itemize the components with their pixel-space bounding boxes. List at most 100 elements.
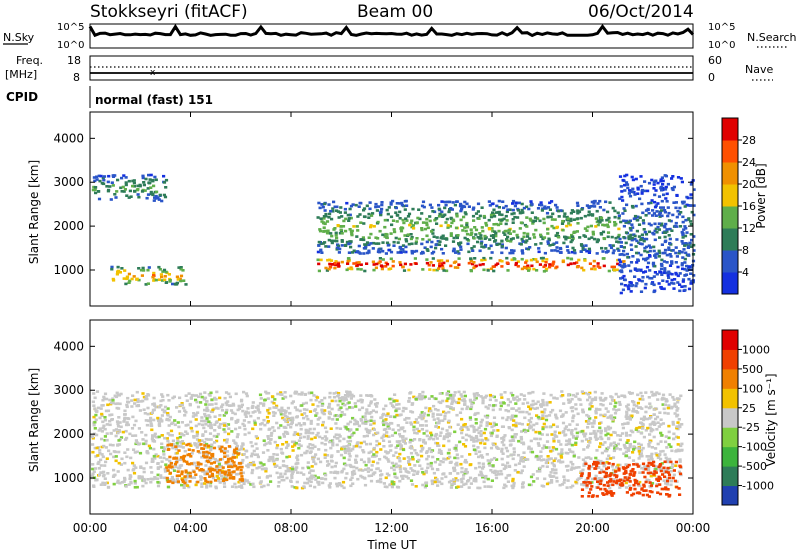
heatmap-cell [589,401,593,405]
heatmap-cell [488,464,492,467]
heatmap-cell [202,470,206,473]
heatmap-cell [554,471,558,475]
heatmap-cell [140,476,144,480]
heatmap-cell [142,395,146,399]
heatmap-cell [423,395,427,399]
heatmap-cell [441,472,445,476]
heatmap-cell [629,229,633,232]
heatmap-cell [194,414,198,417]
heatmap-cell [526,235,530,238]
heatmap-cell [246,411,250,415]
heatmap-cell [321,242,325,245]
heatmap-cell [420,227,424,230]
heatmap-cell [327,238,331,242]
heatmap-cell [420,212,424,215]
heatmap-cell [245,456,249,459]
heatmap-cell [348,391,352,394]
heatmap-cell [490,479,494,482]
heatmap-cell [653,254,657,257]
heatmap-cell [437,419,441,423]
heatmap-cell [334,422,338,425]
heatmap-cell [194,398,198,402]
heatmap-cell [93,407,97,410]
heatmap-cell [662,479,666,482]
heatmap-cell [436,444,440,447]
heatmap-cell [160,393,164,396]
heatmap-cell [451,396,455,400]
heatmap-cell [548,201,552,205]
heatmap-cell [587,213,591,217]
heatmap-cell [643,465,647,468]
heatmap-cell [683,261,687,264]
heatmap-cell [108,423,112,427]
heatmap-cell [617,233,621,237]
heatmap-cell [99,407,103,410]
heatmap-cell [667,404,671,407]
heatmap-cell [159,404,163,407]
heatmap-cell [651,394,655,397]
heatmap-cell [549,457,553,460]
heatmap-cell [527,267,532,271]
heatmap-cell [219,474,224,478]
heatmap-cell [478,450,482,454]
heatmap-cell [273,411,277,415]
heatmap-cell [330,239,334,243]
heatmap-cell [245,449,249,453]
heatmap-cell [357,205,361,208]
heatmap-cell [585,413,589,417]
heatmap-cell [588,417,592,420]
heatmap-cell [102,395,106,399]
heatmap-cell [628,189,632,192]
heatmap-cell [249,454,254,458]
heatmap-cell [157,422,161,425]
heatmap-cell [669,281,673,285]
heatmap-cell [386,425,390,428]
heatmap-cell [335,205,339,209]
heatmap-cell [311,447,315,450]
heatmap-cell [614,236,618,240]
heatmap-cell [320,404,324,407]
heatmap-cell [408,223,412,227]
heatmap-cell [126,468,130,472]
heatmap-cell [670,465,674,469]
heatmap-cell [154,278,158,282]
heatmap-cell [240,398,244,402]
heatmap-cell [575,423,579,426]
heatmap-cell [420,411,424,414]
heatmap-cell [571,450,575,454]
heatmap-cell [539,458,544,462]
heatmap-cell [126,417,130,420]
heatmap-cell [331,210,335,213]
heatmap-cell [103,427,107,431]
heatmap-cell [144,481,148,485]
heatmap-cell [347,452,351,455]
heatmap-cell [307,391,311,395]
heatmap-cell [301,466,305,470]
heatmap-cell [592,265,596,268]
heatmap-cell [412,250,416,253]
heatmap-cell [642,271,646,274]
heatmap-cell [459,209,463,213]
heatmap-cell [646,189,650,193]
heatmap-cell [504,409,508,412]
heatmap-cell [162,193,166,197]
heatmap-cell [291,470,295,474]
heatmap-cell [180,440,185,443]
heatmap-cell [500,436,504,440]
heatmap-cell [178,277,182,281]
heatmap-cell [118,421,122,424]
heatmap-cell [124,438,128,441]
heatmap-cell [328,262,332,266]
heatmap-cell [476,394,480,397]
heatmap-cell [330,234,334,238]
heatmap-cell [133,402,137,405]
heatmap-cell [351,447,355,451]
heatmap-cell [661,279,665,282]
heatmap-cell [421,394,425,398]
heatmap-cell [410,251,414,255]
heatmap-cell [682,228,686,231]
heatmap-cell [680,250,684,254]
heatmap-cell [102,473,106,477]
heatmap-cell [663,235,667,239]
